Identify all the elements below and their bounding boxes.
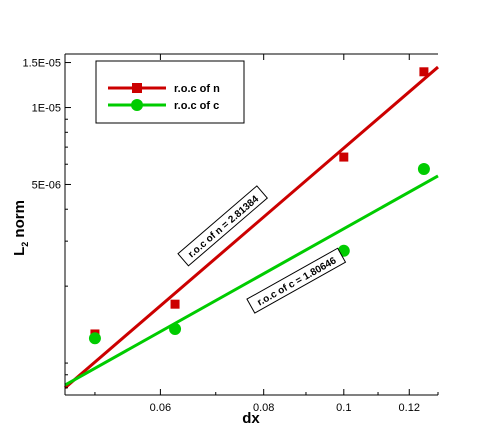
fit-lines [64,65,439,389]
fit-line-0 [64,65,439,389]
y-axis-title: L2 norm [11,200,30,256]
annotation-1: r.o.c of c = 1.80646 [246,247,347,314]
x-tick-label-0: 0.06 [150,402,171,414]
legend-label-n: r.o.c of n [174,83,220,95]
axes: 0.06 0.08 0.1 0.12 1.5E-05 1E-05 5E-06 [22,53,439,414]
x-axis-title: dx [242,410,260,427]
legend-marker-n [132,83,142,93]
data-point-0-3 [419,67,429,77]
legend-box [95,60,245,124]
legend-marker-c [131,99,143,111]
y-axis-title-rest: norm [11,200,28,242]
data-point-0-1 [170,299,180,309]
annotation-text-1: r.o.c of c = 1.80646 [256,255,339,308]
y-tick-label-2: 5E-06 [32,179,61,191]
y-axis-title-sub: 2 [20,242,30,247]
fit-line-1 [64,174,439,387]
data-markers [88,67,430,345]
x-tick-label-1: 0.08 [253,402,274,414]
x-tick-label-3: 0.12 [399,402,420,414]
annotation-box-1 [246,247,347,314]
x-tick-label-2: 0.1 [336,402,351,414]
data-point-1-0 [88,332,101,345]
data-point-0-2 [339,152,349,162]
annotation-box-0 [177,185,269,267]
data-point-1-3 [417,162,430,175]
y-tick-label-0: 1.5E-05 [22,58,61,70]
y-axis-title-main: L [11,247,28,256]
legend-label-c: r.o.c of c [174,100,219,112]
y-tick-label-1: 1E-05 [32,103,61,115]
data-point-1-1 [169,322,182,335]
legend: r.o.c of n r.o.c of c [95,60,245,124]
